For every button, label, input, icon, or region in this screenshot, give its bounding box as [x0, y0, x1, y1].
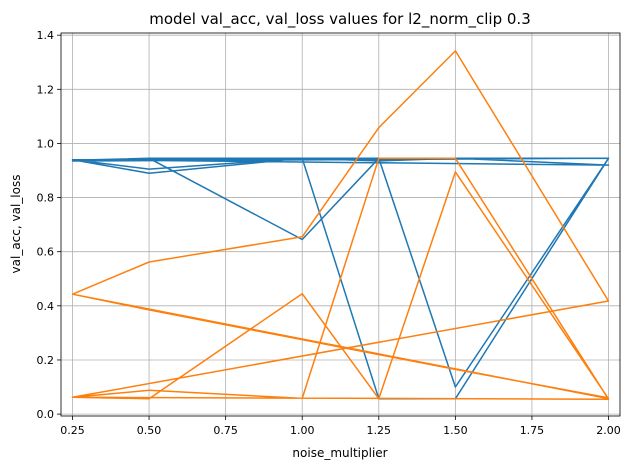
y-tick-label: 0.8: [37, 192, 55, 205]
x-tick-label: 1.00: [290, 424, 315, 437]
x-tick-label: 1.25: [367, 424, 392, 437]
x-tick-label: 0.50: [137, 424, 162, 437]
series-layer: [71, 50, 610, 400]
y-tick-label: 1.4: [37, 29, 55, 42]
y-tick-label: 0.0: [37, 408, 55, 421]
x-tick-label: 1.75: [520, 424, 545, 437]
y-axis-ticks: 0.0 0.2 0.4 0.6 0.8 1.0 1.2 1.4: [37, 29, 61, 421]
plot-frame: [60, 32, 621, 417]
chart-title: model val_acc, val_loss values for l2_no…: [149, 10, 531, 29]
x-axis-ticks: 0.25 0.50 0.75 1.00 1.25 1.50 1.75 2.00: [60, 416, 621, 437]
y-tick-label: 0.6: [37, 246, 55, 259]
x-tick-label: 0.25: [60, 424, 85, 437]
grid: [61, 33, 620, 416]
x-tick-label: 2.00: [596, 424, 621, 437]
y-tick-label: 0.4: [37, 300, 55, 313]
y-tick-label: 1.2: [37, 83, 55, 96]
y-axis-label: val_acc, val_loss: [9, 175, 23, 274]
y-tick-label: 0.2: [37, 354, 55, 367]
series-line-2: [71, 50, 610, 400]
y-tick-label: 1.0: [37, 137, 55, 150]
x-axis-label: noise_multiplier: [292, 446, 387, 460]
x-tick-label: 1.50: [443, 424, 468, 437]
x-tick-label: 0.75: [213, 424, 238, 437]
